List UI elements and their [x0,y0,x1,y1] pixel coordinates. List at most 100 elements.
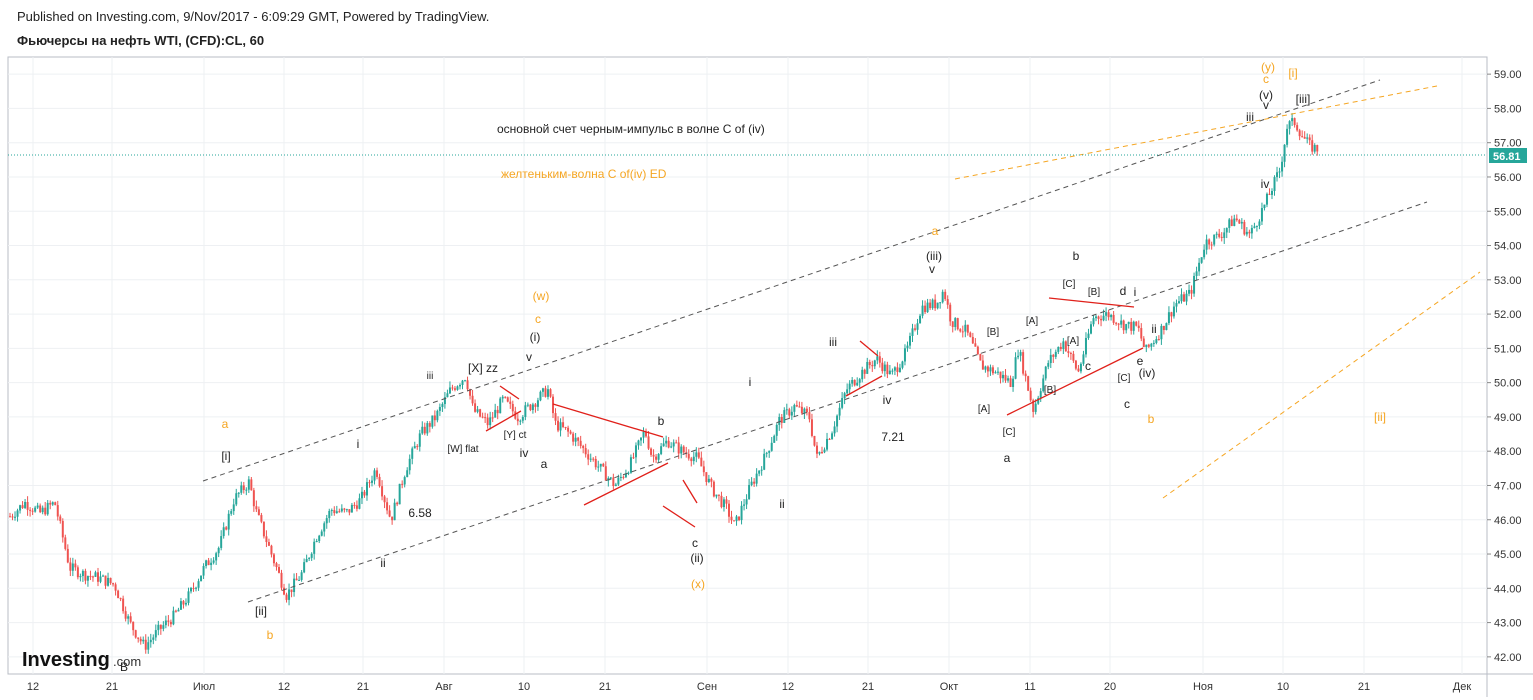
candle-body [272,554,275,564]
candle-body [589,458,592,460]
candle-body [914,328,917,330]
candle-body [66,548,69,563]
candle-body [1225,227,1228,233]
candle-body [652,454,655,457]
orange-upper-line[interactable] [954,85,1438,180]
candle-body [720,495,723,508]
candle-body [114,584,117,591]
candle-body [534,404,537,407]
x-tick-label: Сен [697,681,717,693]
candle-body [99,576,102,582]
candle-body [277,567,280,573]
candle-body [1152,342,1155,344]
candle-body [1185,293,1188,302]
wave-label-black: [A] [1026,316,1038,327]
candle-body [1039,391,1042,398]
wave-label-black: iv [883,393,892,407]
wave-y-line[interactable] [485,410,522,432]
candle-body [381,486,384,497]
candle-body [1092,318,1095,325]
candle-body [1105,312,1108,316]
channel-upper-line[interactable] [202,79,1381,482]
candle-body [318,535,321,542]
candle-body [1311,140,1314,152]
candle-body [1142,338,1145,348]
candle-body [325,518,328,524]
candle-body [26,501,29,510]
wave-iv-upper-line[interactable] [859,340,879,357]
candle-body [310,553,313,558]
candle-body [700,457,703,467]
candle-body [878,356,881,363]
wave-ii-upper-line[interactable] [682,479,698,504]
triangle-lower-line[interactable] [583,462,669,506]
candle-body [1150,343,1153,347]
candle-body [1223,232,1226,238]
candle-body [320,531,323,536]
candle-body [680,446,683,454]
wave-label-black: ii [1151,322,1156,336]
ed-upper-line[interactable] [1048,297,1135,308]
candle-body [44,507,47,515]
triangle-upper-line[interactable] [552,403,664,438]
candle-body [614,484,617,487]
candle-body [916,323,919,330]
candle-body [873,360,876,367]
candle-body [650,448,653,455]
candle-body [1130,321,1133,331]
wave-label-black: a [541,457,548,471]
candle-body [574,437,577,442]
wave-ii-lower-line[interactable] [662,505,696,528]
candle-body [722,499,725,508]
y-tick-label: 53.00 [1494,275,1522,287]
candle-body [406,470,409,478]
candle-body [479,409,482,417]
candle-body [1125,324,1128,331]
candle-body [290,589,293,593]
candle-body [205,560,208,567]
candle-body [592,458,595,460]
candle-body [1296,125,1299,131]
candle-body [476,409,479,412]
ed-lower-line[interactable] [1006,347,1144,416]
candle-body [531,404,534,411]
candle-body [1263,204,1266,209]
candle-body [315,541,318,543]
candle-body [637,440,640,446]
candle-body [642,431,645,438]
wave-label-orange: [ii] [1374,410,1386,424]
candle-body [127,616,130,619]
channel-lower-line[interactable] [247,201,1428,603]
candle-body [71,563,74,571]
candle-body [577,437,580,441]
candle-body [1067,351,1070,353]
candle-body [345,509,348,511]
wave-iv-lower-line[interactable] [845,375,883,397]
candle-body [466,380,469,390]
candle-body [288,589,291,600]
candle-body [996,371,999,373]
candle-body [217,547,220,554]
candle-body [154,630,157,638]
candle-body [14,516,17,518]
candle-body [383,496,386,503]
candle-body [371,480,374,483]
candle-body [1054,351,1057,357]
candle-body [1122,320,1125,331]
candle-body [56,505,59,517]
wave-label-black: (v) [1259,88,1273,102]
x-tick-label: Ноя [1193,681,1213,693]
candle-body [1100,318,1103,321]
candle-body [876,356,879,361]
wave-x-line[interactable] [499,385,520,400]
orange-lower-line[interactable] [1162,271,1481,499]
candle-body [293,578,296,593]
candle-body [1004,374,1007,381]
candle-body [393,502,396,521]
candle-body [19,505,22,511]
candle-body [815,445,818,454]
candle-body [1162,325,1165,331]
candle-body [94,572,97,577]
candle-body [51,502,54,505]
